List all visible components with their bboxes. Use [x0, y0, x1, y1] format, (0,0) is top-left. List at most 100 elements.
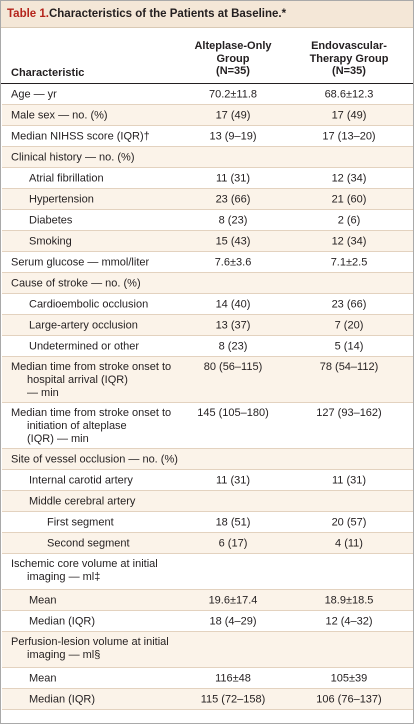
- row-divider: [2, 314, 413, 315]
- row-divider: [2, 532, 413, 533]
- alteplase-value: 115 (72–158): [200, 693, 266, 705]
- row-label: Second segment: [47, 537, 130, 549]
- alteplase-value: 145 (105–180): [197, 407, 269, 419]
- endovascular-value: 78 (54–112): [319, 361, 379, 373]
- row-label: Median time from stroke onset to initiati…: [11, 407, 171, 446]
- row-label-line: Median time from stroke onset to: [11, 407, 172, 419]
- row-label: Perfusion-lesion volume at initial imagin…: [11, 636, 169, 662]
- row-divider: [2, 230, 413, 231]
- alteplase-value: 14 (40): [215, 298, 251, 310]
- endovascular-value: 12 (34): [331, 172, 367, 184]
- row-label: Mean: [29, 594, 57, 606]
- row-divider: [2, 709, 413, 710]
- endovascular-value: 11 (31): [331, 474, 367, 486]
- table-row: Age — yr 70.2±11.8 68.6±12.3: [2, 84, 413, 105]
- table-row: First segment 18 (51) 20 (57): [2, 512, 413, 533]
- table-title-text: Characteristics of the Patients at Basel…: [48, 8, 287, 20]
- endovascular-value: 20 (57): [331, 516, 367, 528]
- table-row: Diabetes 8 (23) 2 (6): [2, 210, 413, 231]
- endovascular-value: 68.6±12.3: [324, 88, 374, 100]
- row-label: Median (IQR): [29, 615, 96, 627]
- alteplase-value: 15 (43): [215, 235, 251, 247]
- endovascular-value: 7.1±2.5: [330, 256, 368, 268]
- alteplase-value: 13 (9–19): [209, 130, 257, 142]
- row-label: Smoking: [29, 235, 72, 247]
- table-row: Serum glucose — mmol/liter 7.6±3.6 7.1±2.5: [2, 252, 413, 273]
- table-row: Median (IQR) 115 (72–158) 106 (76–137): [2, 689, 413, 710]
- table-row: Cardioembolic occlusion 14 (40) 23 (66): [2, 294, 413, 315]
- row-label-line: initiation of alteplase: [27, 420, 127, 432]
- table-row: Second segment 6 (17) 4 (11): [2, 533, 413, 554]
- row-divider: [2, 272, 413, 273]
- endovascular-value: 7 (20): [334, 319, 364, 331]
- header-characteristic: Characteristic: [11, 67, 85, 79]
- endovascular-value: 4 (11): [335, 537, 363, 549]
- endovascular-value: 12 (34): [331, 235, 367, 247]
- row-label-line: imaging — ml§: [27, 649, 101, 661]
- row-label: Cardioembolic occlusion: [29, 298, 149, 310]
- row-divider: [2, 209, 413, 210]
- row-label: Age — yr: [11, 88, 57, 100]
- table-row: Clinical history — no. (%): [2, 147, 413, 168]
- alteplase-value: 17 (49): [215, 109, 251, 121]
- table-row: Median time from stroke onset to hospital…: [2, 357, 413, 403]
- row-label: Large-artery occlusion: [29, 319, 138, 331]
- row-label-line: (IQR) — min: [27, 433, 89, 445]
- row-divider: [2, 251, 413, 252]
- row-divider: [2, 490, 413, 491]
- row-divider: [2, 356, 413, 357]
- row-label: Serum glucose — mmol/liter: [11, 256, 150, 268]
- table-row: Median NIHSS score (IQR)† 13 (9–19) 17 (13…: [2, 126, 413, 147]
- alteplase-value: 11 (31): [215, 172, 251, 184]
- row-divider: [2, 335, 413, 336]
- row-divider: [2, 631, 413, 632]
- alteplase-value: 19.6±17.4: [208, 594, 258, 606]
- row-label: Ischemic core volume at initial imaging —…: [11, 558, 158, 584]
- endovascular-value: 17 (13–20): [322, 130, 376, 142]
- alteplase-value: 70.2±11.8: [208, 88, 258, 100]
- row-label: Mean: [29, 672, 57, 684]
- table-row: Internal carotid artery 11 (31) 11 (31): [2, 470, 413, 491]
- alteplase-value: 11 (31): [215, 474, 251, 486]
- alteplase-value: 18 (4–29): [209, 615, 257, 627]
- alteplase-value: 6 (17): [218, 537, 248, 549]
- row-label-line: imaging — ml‡: [27, 571, 101, 583]
- endovascular-value: 18.9±18.5: [324, 594, 374, 606]
- table-row: Smoking 15 (43) 12 (34): [2, 231, 413, 252]
- table-row: Mean 19.6±17.4 18.9±18.5: [2, 590, 413, 611]
- table-row: Cause of stroke — no. (%): [2, 273, 413, 294]
- row-label: Cause of stroke — no. (%): [11, 277, 141, 289]
- row-divider: [2, 104, 413, 105]
- row-divider: [2, 448, 413, 449]
- header-col2-line: Therapy Group: [309, 52, 389, 65]
- row-label: Internal carotid artery: [29, 474, 133, 486]
- alteplase-value: 116±48: [215, 672, 251, 684]
- row-label: Clinical history — no. (%): [11, 151, 135, 163]
- endovascular-value: 105±39: [330, 672, 368, 684]
- alteplase-value: 18 (51): [215, 516, 251, 528]
- header-col1-line: Group: [216, 52, 250, 65]
- table-row: Site of vessel occlusion — no. (%): [2, 449, 413, 470]
- row-label-line: Ischemic core volume at initial: [11, 558, 158, 570]
- table-row: Hypertension 23 (66) 21 (60): [2, 189, 413, 210]
- table-row: Large-artery occlusion 13 (37) 7 (20): [2, 315, 413, 336]
- table-row: Atrial fibrillation 11 (31) 12 (34): [2, 168, 413, 189]
- row-label-line: hospital arrival (IQR): [27, 374, 128, 386]
- table-row: Mean 116±48 105±39: [2, 668, 413, 689]
- header-col2-line: Endovascular-: [311, 40, 387, 52]
- alteplase-value: 23 (66): [215, 193, 251, 205]
- table-row: Middle cerebral artery: [2, 491, 413, 512]
- endovascular-value: 127 (93–162): [316, 407, 382, 419]
- header-col1-line: Alteplase-Only: [194, 40, 272, 52]
- row-label-line: Perfusion-lesion volume at initial: [11, 636, 169, 648]
- header-endovascular-group: Endovascular- Therapy Group (N=35): [289, 40, 409, 78]
- table-row: Perfusion-lesion volume at initial imagin…: [2, 632, 413, 668]
- row-label-line: Median time from stroke onset to: [11, 361, 172, 373]
- row-label: Median (IQR): [29, 693, 96, 705]
- endovascular-value: 106 (76–137): [316, 693, 382, 705]
- endovascular-value: 21 (60): [331, 193, 367, 205]
- row-divider: [2, 667, 413, 668]
- row-divider: [2, 688, 413, 689]
- row-label: First segment: [47, 516, 114, 528]
- alteplase-value: 8 (23): [218, 214, 248, 226]
